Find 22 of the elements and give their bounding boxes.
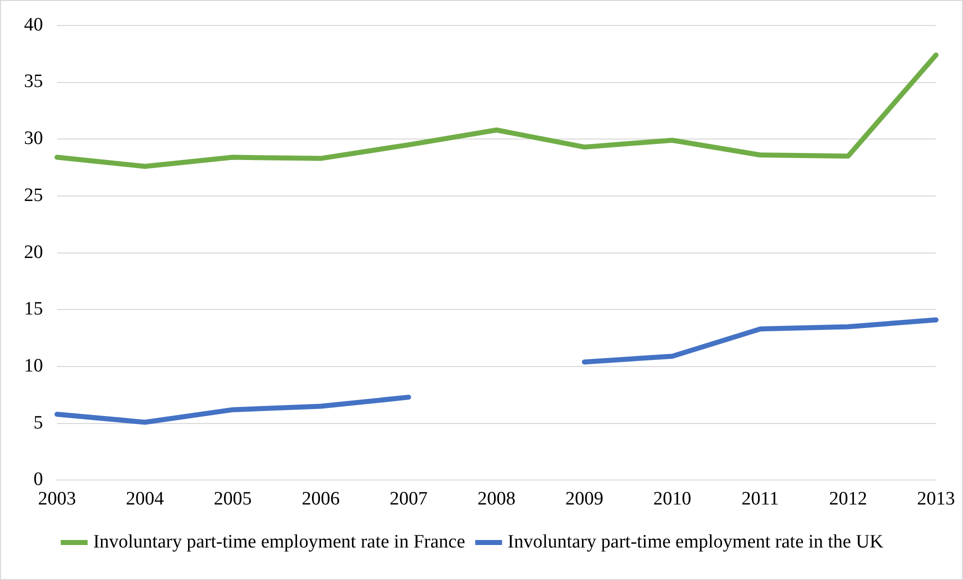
y-tick-label: 20	[24, 242, 43, 263]
x-tick-label: 2006	[302, 488, 340, 510]
y-tick-label: 25	[24, 184, 43, 206]
y-tick-label: 35	[24, 71, 43, 92]
x-tick-label: 2009	[565, 488, 604, 510]
y-tick-label: 40	[24, 14, 43, 36]
legend-label: Involuntary part-time employment rate in France	[93, 531, 466, 552]
y-tick-label: 30	[24, 128, 43, 150]
x-tick-label: 2007	[390, 488, 428, 510]
x-tick-label: 2003	[38, 488, 76, 510]
y-tick-label: 0	[34, 469, 43, 490]
x-tick-label: 2008	[478, 488, 516, 510]
x-tick-label: 2010	[653, 488, 692, 510]
x-tick-label: 2012	[829, 488, 868, 510]
x-tick-label: 2013	[917, 488, 955, 510]
x-tick-label: 2004	[126, 488, 164, 510]
y-tick-label: 15	[24, 298, 43, 320]
y-tick-label: 10	[24, 355, 43, 376]
y-tick-label: 5	[34, 412, 43, 434]
x-tick-label: 2011	[742, 488, 779, 510]
legend-label: Involuntary part-time employment rate in the UK	[508, 531, 884, 552]
x-tick-label: 2005	[214, 488, 252, 510]
